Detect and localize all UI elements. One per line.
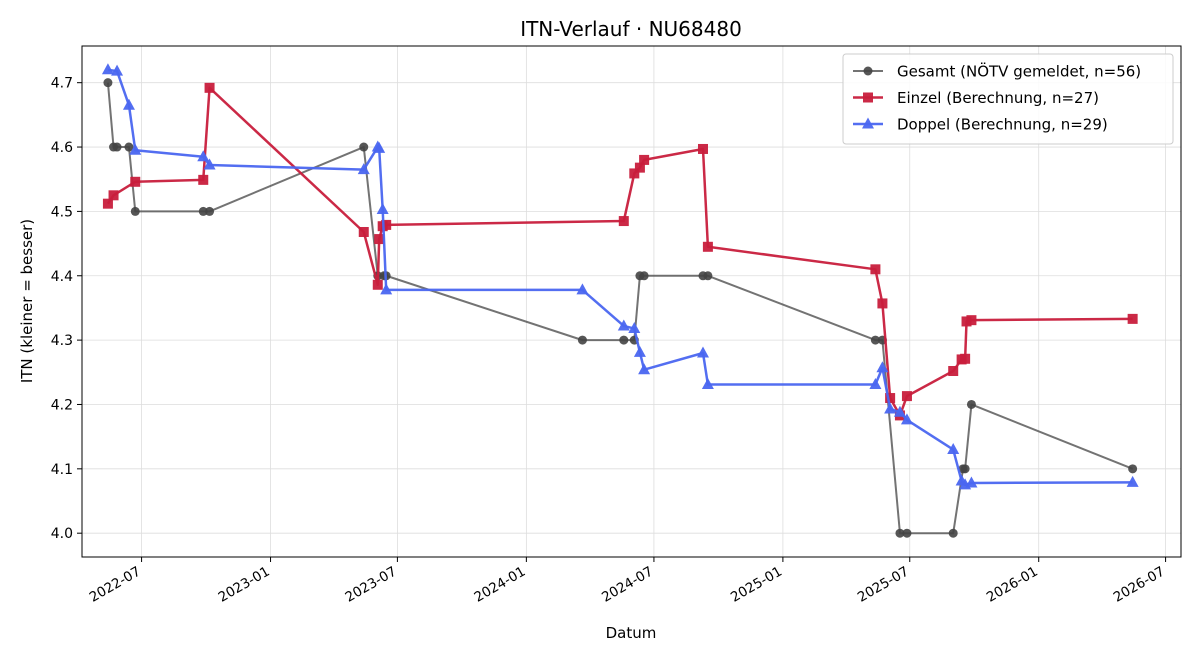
data-point xyxy=(381,219,392,230)
legend-marker xyxy=(863,66,873,76)
data-point xyxy=(629,168,640,179)
data-point xyxy=(869,378,882,390)
data-point xyxy=(357,163,370,175)
data-point xyxy=(618,216,629,227)
legend-label: Einzel (Berechnung, n=27) xyxy=(897,89,1099,107)
data-point xyxy=(122,98,135,110)
data-point xyxy=(702,241,713,252)
data-point xyxy=(893,405,906,417)
data-point xyxy=(111,64,124,76)
series-layer xyxy=(101,63,1139,538)
legend-marker xyxy=(863,92,873,103)
legend-box xyxy=(842,53,1174,145)
data-point xyxy=(900,413,913,425)
data-point xyxy=(948,528,958,538)
data-point xyxy=(130,206,140,216)
y-tick-label: 4.1 xyxy=(51,462,73,478)
data-point xyxy=(885,393,896,404)
series-doppel xyxy=(101,63,1139,490)
data-point xyxy=(204,82,215,93)
data-point xyxy=(947,443,960,455)
data-point xyxy=(198,174,209,185)
data-point xyxy=(101,63,114,75)
y-tick-label: 4.2 xyxy=(51,397,73,413)
data-point xyxy=(102,198,113,209)
data-point xyxy=(948,366,959,377)
data-point xyxy=(359,142,369,152)
data-point xyxy=(876,361,889,373)
data-point xyxy=(901,391,912,402)
data-point xyxy=(617,319,630,331)
y-tick-label: 4.5 xyxy=(51,204,73,220)
data-point xyxy=(619,335,629,345)
data-point xyxy=(960,353,971,364)
legend-marker xyxy=(862,117,874,129)
data-point xyxy=(198,206,208,216)
data-point xyxy=(1126,475,1139,487)
data-point xyxy=(703,271,713,281)
data-point xyxy=(639,271,649,281)
y-tick-label: 4.3 xyxy=(51,333,73,349)
data-point xyxy=(960,464,970,474)
data-point xyxy=(108,190,119,201)
data-point xyxy=(895,528,905,538)
chart-title: ITN-Verlauf · NU68480 xyxy=(520,17,742,41)
data-point xyxy=(103,78,113,88)
data-point xyxy=(966,399,976,409)
data-point xyxy=(633,345,646,357)
legend-item: Einzel (Berechnung, n=27) xyxy=(853,89,1099,107)
y-tick-label: 4.0 xyxy=(51,526,73,542)
data-point xyxy=(1128,464,1138,474)
data-point xyxy=(203,158,216,170)
legend-label: Doppel (Berechnung, n=29) xyxy=(897,116,1108,134)
data-point xyxy=(639,154,650,165)
data-point xyxy=(577,335,587,345)
data-point xyxy=(205,206,215,216)
data-point xyxy=(197,150,210,162)
data-point xyxy=(870,264,881,275)
data-point xyxy=(124,142,134,152)
data-point xyxy=(129,143,142,155)
y-tick-label: 4.4 xyxy=(51,269,73,285)
data-point xyxy=(902,528,912,538)
legend: Gesamt (NÖTV gemeldet, n=56) Einzel (Bere… xyxy=(842,53,1174,145)
data-point xyxy=(696,346,709,358)
y-tick-label: 4.6 xyxy=(51,140,73,156)
data-point xyxy=(877,298,888,309)
data-point xyxy=(372,279,383,290)
x-axis-label: Datum xyxy=(606,624,657,642)
plot-frame xyxy=(81,45,1182,558)
y-axis-label: ITN (kleiner = besser) xyxy=(18,219,36,383)
data-point xyxy=(965,476,978,488)
data-point xyxy=(697,143,708,154)
data-point xyxy=(701,378,714,390)
data-point xyxy=(1127,313,1138,324)
legend-item: Gesamt (NÖTV gemeldet, n=56) xyxy=(853,62,1141,81)
data-point xyxy=(638,363,651,375)
data-point xyxy=(576,283,589,295)
data-point xyxy=(884,402,897,414)
series-einzel xyxy=(102,82,1138,421)
data-point xyxy=(373,141,386,153)
data-point xyxy=(130,176,141,187)
y-axis: 4.0 4.1 4.2 4.3 4.4 4.5 4.6 4.7 xyxy=(51,76,82,542)
legend-label: Gesamt (NÖTV gemeldet, n=56) xyxy=(897,62,1141,81)
data-point xyxy=(380,283,393,295)
data-point xyxy=(374,234,385,245)
y-tick-label: 4.7 xyxy=(51,76,73,92)
data-point xyxy=(376,202,389,214)
data-point xyxy=(870,335,880,345)
data-point xyxy=(634,162,645,173)
legend-item: Doppel (Berechnung, n=29) xyxy=(853,116,1108,134)
data-point xyxy=(966,315,977,326)
data-point xyxy=(628,322,641,334)
data-point xyxy=(112,142,122,152)
data-point xyxy=(358,226,369,237)
